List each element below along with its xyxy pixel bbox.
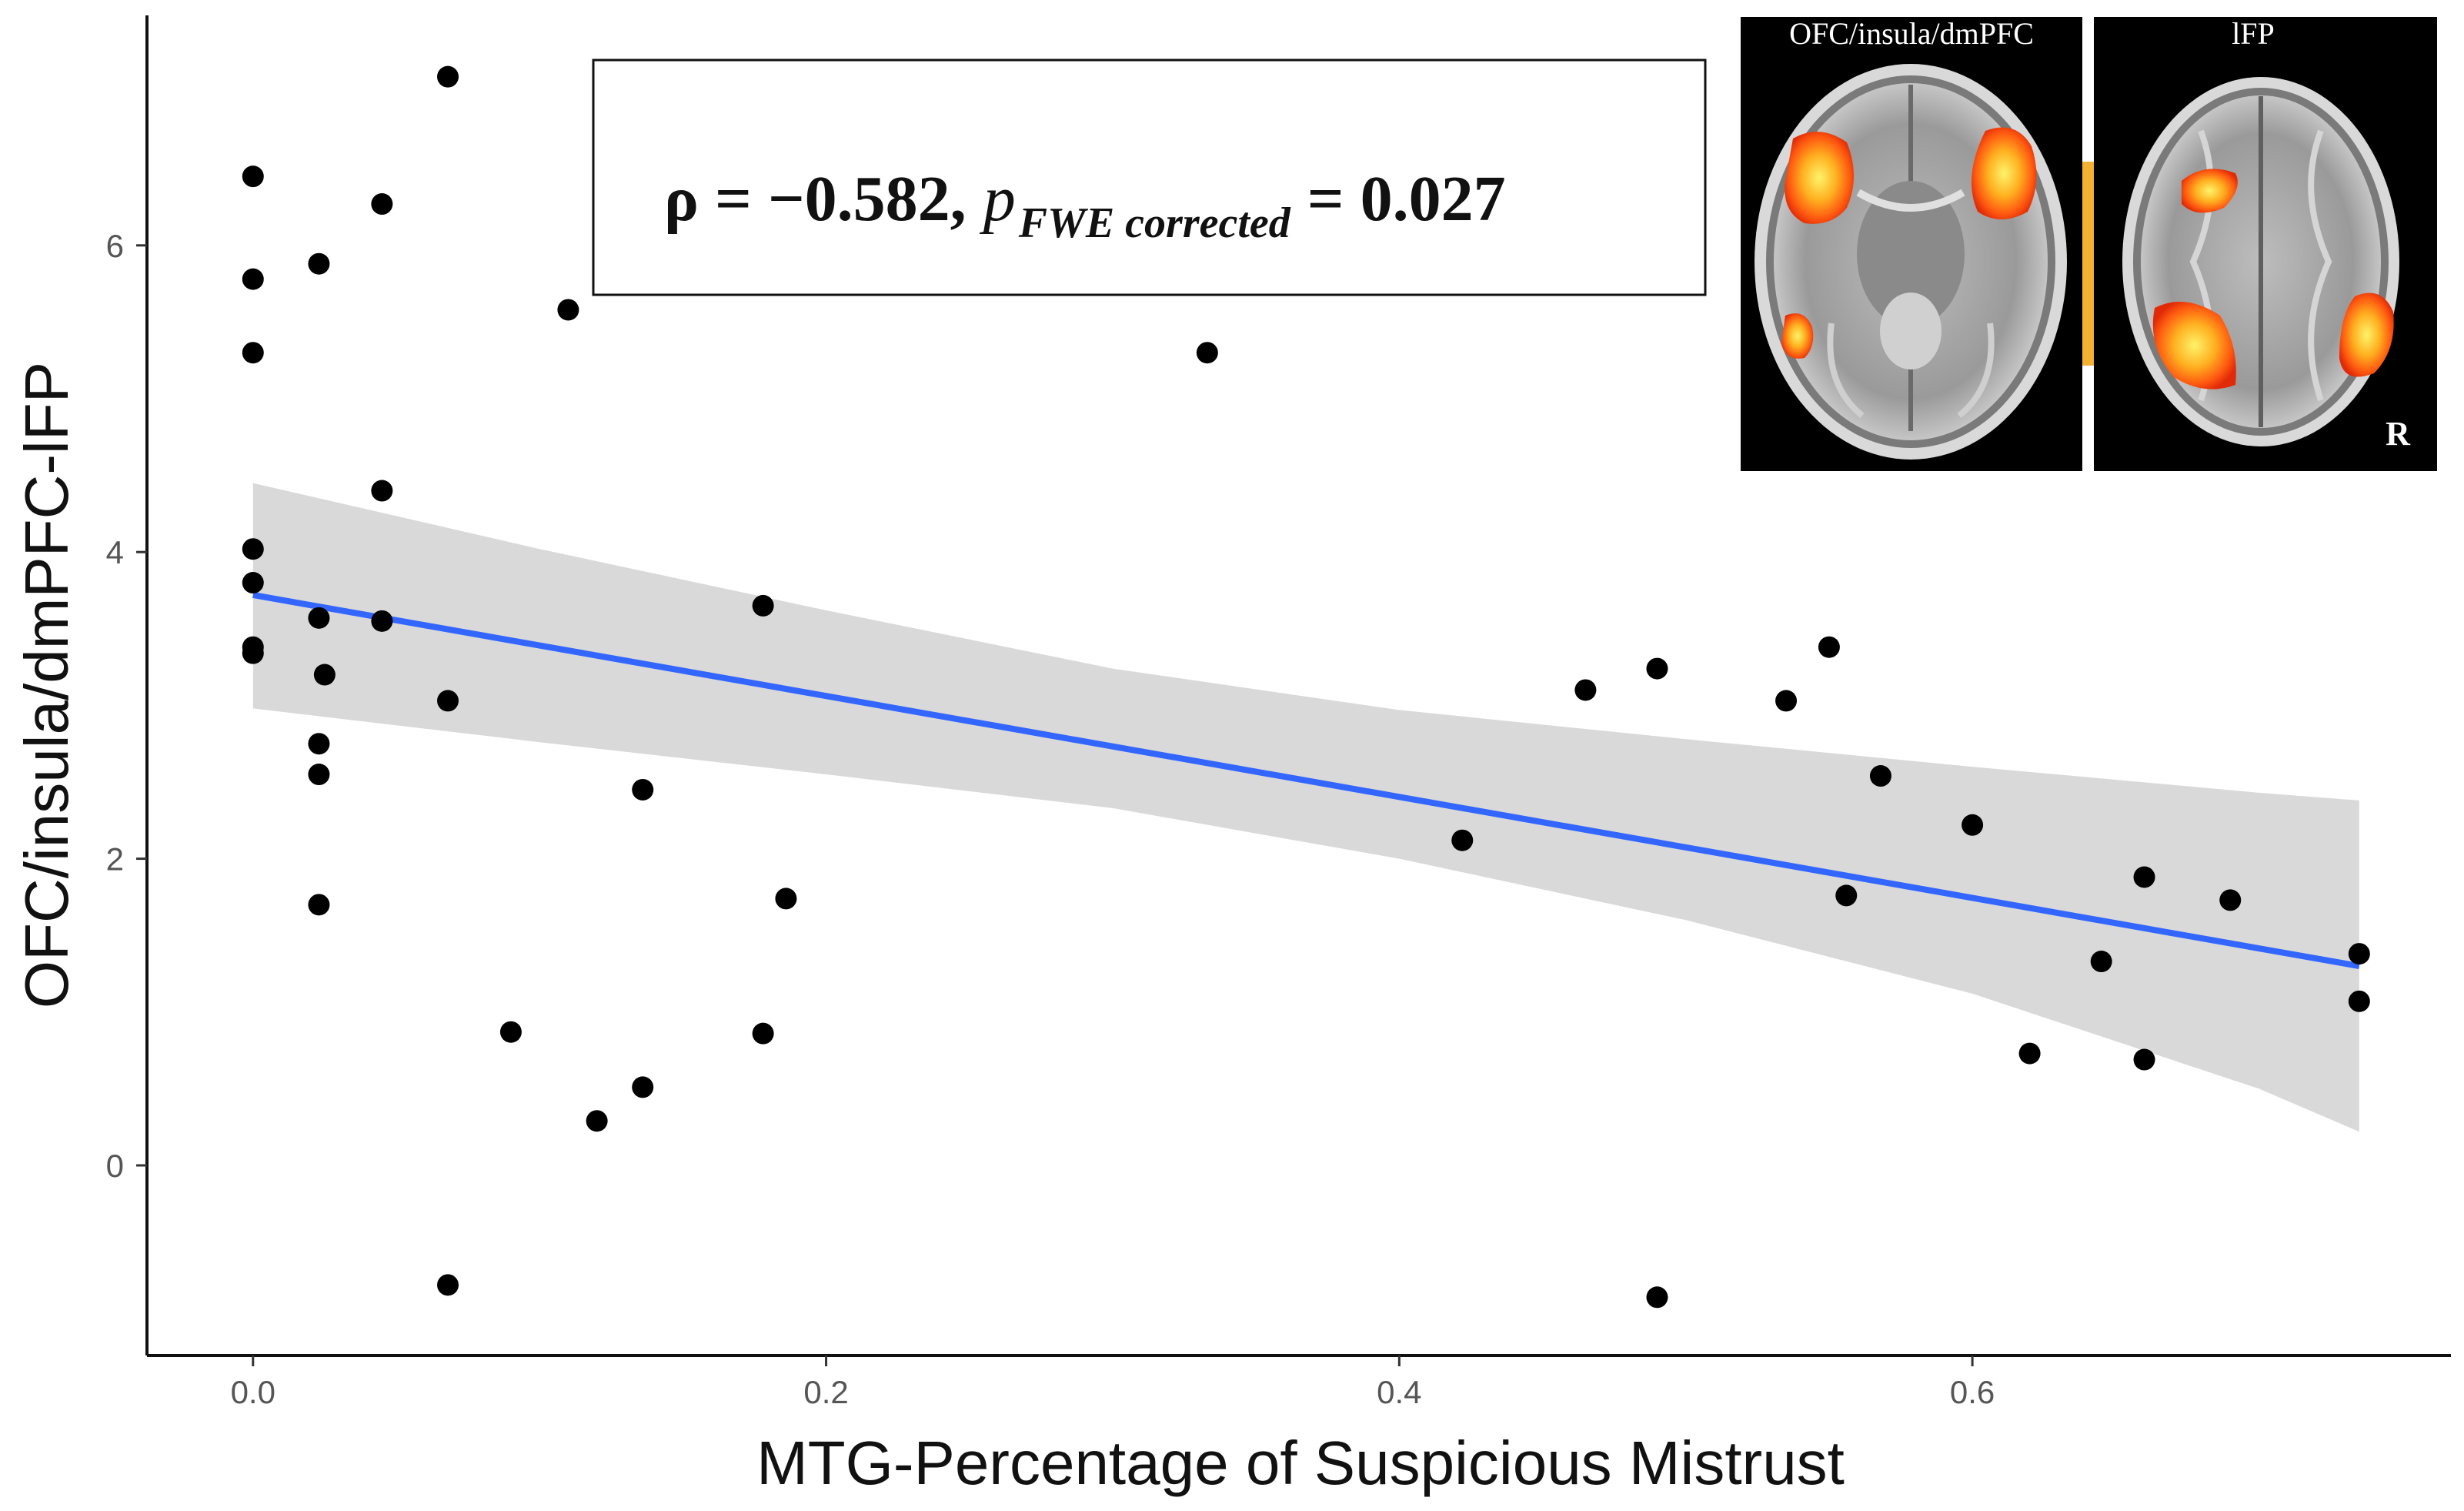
data-point (371, 610, 393, 632)
y-tick-label: 0 (106, 1148, 124, 1184)
data-point (242, 538, 264, 560)
data-point (371, 480, 393, 502)
data-point (437, 65, 459, 88)
x-tick-label: 0.4 (1377, 1374, 1421, 1410)
inset-label-right: lFP (2232, 16, 2275, 51)
activation-blob (2339, 293, 2394, 377)
brain-inset: OFC/insula/dmPFC lFP R (1741, 16, 2437, 471)
confidence-band-layer (252, 483, 2359, 1132)
data-point (313, 664, 336, 686)
p-subscript: FWE corrected (1018, 199, 1291, 247)
data-point (242, 268, 264, 290)
data-point (752, 594, 774, 617)
y-ticks: 0 2 4 6 (106, 228, 147, 1184)
activation-blob (1785, 132, 1854, 224)
x-ticks: 0.0 0.2 0.4 0.6 (231, 1356, 1995, 1410)
data-point (2348, 990, 2370, 1012)
data-point (632, 778, 654, 801)
data-point (632, 1076, 654, 1098)
p-value: = 0.027 (1307, 163, 1506, 235)
data-point (1451, 829, 1474, 851)
brain-slice-axial-left (1755, 64, 2067, 460)
data-point (1574, 679, 1597, 701)
data-point (752, 1022, 774, 1045)
inset-divider (2082, 62, 2094, 162)
confidence-band (252, 483, 2359, 1132)
y-tick-label: 4 (106, 534, 124, 570)
x-tick-label: 0.6 (1950, 1374, 1995, 1410)
data-point (2133, 866, 2155, 888)
y-tick-label: 6 (106, 228, 124, 264)
data-point (242, 165, 264, 188)
data-point (2219, 889, 2242, 911)
data-point (2133, 1048, 2155, 1071)
activation-blob (2182, 169, 2238, 213)
inset-divider-bottom (2082, 366, 2094, 471)
data-point (242, 572, 264, 594)
x-axis-title: MTG-Percentage of Suspicious Mistrust (756, 1429, 1845, 1497)
data-point (775, 888, 797, 910)
p-symbol: p (980, 163, 1016, 235)
y-tick-label: 2 (106, 841, 124, 878)
activation-blob (1972, 127, 2037, 219)
x-tick-label: 0.2 (803, 1374, 848, 1410)
data-points-layer (242, 65, 2370, 1309)
brain-slice-axial-right (2122, 77, 2399, 446)
data-point (1196, 342, 1218, 364)
data-point (242, 342, 264, 364)
data-point (499, 1021, 522, 1043)
data-point (2090, 951, 2112, 973)
orientation-label: R (2386, 415, 2411, 453)
activation-blob (2152, 302, 2236, 389)
activation-blob (1781, 313, 1814, 359)
data-point (1962, 814, 1984, 836)
data-point (1835, 884, 1858, 907)
data-point (557, 299, 579, 321)
colorbar-strip (2082, 162, 2094, 366)
data-point (2018, 1042, 2041, 1065)
data-point (308, 607, 330, 629)
x-tick-label: 0.0 (231, 1374, 275, 1410)
y-axis-title: OFC/insula/dmPFC-lFP (12, 362, 81, 1008)
data-point (437, 690, 459, 712)
data-point (1646, 1286, 1668, 1309)
data-point (308, 252, 330, 275)
data-point (308, 733, 330, 755)
inset-label-left: OFC/insula/dmPFC (1789, 16, 2034, 51)
data-point (1869, 765, 1891, 787)
data-point (371, 193, 393, 216)
rho-text: ρ = −0.582, (664, 163, 967, 235)
data-point (308, 894, 330, 916)
data-point (586, 1110, 608, 1132)
data-point (1775, 690, 1798, 712)
data-point (1646, 657, 1668, 680)
data-point (242, 642, 264, 664)
data-point (437, 1274, 459, 1296)
data-point (2348, 943, 2370, 965)
stat-annotation: ρ = −0.582, p FWE corrected = 0.027 (664, 163, 1506, 247)
stat-annotation-box (592, 59, 1707, 296)
fit-line-layer (252, 592, 2360, 969)
data-point (308, 764, 330, 786)
regression-line (252, 592, 2360, 969)
data-point (1818, 636, 1840, 658)
